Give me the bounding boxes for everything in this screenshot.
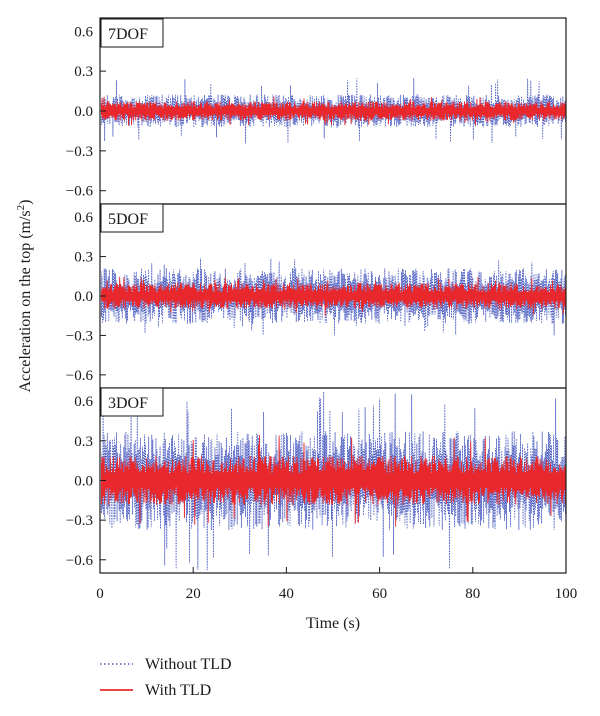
panel-5dof: 0.6 0.3 0.0 −0.3 −0.6 5DOF bbox=[66, 203, 567, 389]
y-tick-label: 0.0 bbox=[74, 289, 93, 305]
y-tick-label: −0.6 bbox=[66, 184, 94, 200]
x-tick-label: 20 bbox=[186, 586, 201, 602]
y-tick-label: 0.6 bbox=[74, 24, 93, 40]
x-tick-label: 60 bbox=[372, 586, 387, 602]
series-without-tld-7dof bbox=[101, 78, 566, 144]
panel-3dof-series bbox=[101, 391, 566, 571]
y-tick-label: −0.6 bbox=[66, 553, 94, 569]
panel-7dof-yticks: 0.6 0.3 0.0 −0.3 −0.6 bbox=[66, 24, 106, 200]
y-tick-label: 0.3 bbox=[74, 434, 93, 450]
panel-3dof-yticks: 0.6 0.3 0.0 −0.3 −0.6 bbox=[66, 394, 106, 569]
y-tick-label: 0.0 bbox=[74, 104, 93, 120]
panel-7dof-series bbox=[101, 78, 566, 144]
y-axis-title: Acceleration on the top (m/s2) bbox=[15, 200, 34, 393]
panel-7dof: 0.6 0.3 0.0 −0.3 −0.6 7DOF bbox=[66, 17, 567, 205]
series-with-tld-5dof bbox=[101, 276, 566, 316]
series-with-tld-7dof bbox=[101, 96, 566, 126]
series-without-tld-5dof bbox=[101, 258, 566, 336]
panel-5dof-label-box bbox=[100, 203, 164, 233]
x-tick-label: 40 bbox=[279, 586, 294, 602]
x-tick-label: 80 bbox=[465, 586, 480, 602]
panel-7dof-label-box bbox=[100, 18, 164, 48]
legend: Without TLD With TLD bbox=[100, 656, 232, 699]
panel-3dof: 0.6 0.3 0.0 −0.3 −0.6 3DOF bbox=[66, 387, 567, 574]
legend-label-with-tld: With TLD bbox=[145, 682, 211, 699]
y-tick-label: −0.3 bbox=[66, 328, 93, 344]
y-tick-label: −0.6 bbox=[66, 368, 94, 384]
panel-3dof-label: 3DOF bbox=[108, 395, 148, 412]
y-tick-label: −0.3 bbox=[66, 513, 93, 529]
panel-3dof-label-box bbox=[100, 387, 164, 417]
panel-5dof-series bbox=[101, 258, 566, 336]
y-tick-label: 0.6 bbox=[74, 394, 93, 410]
x-axis: 0 20 40 60 80 100 bbox=[96, 567, 577, 602]
y-axis-title-sup: 2 bbox=[15, 205, 27, 211]
series-with-tld-3dof bbox=[101, 434, 566, 527]
y-tick-label: 0.0 bbox=[74, 474, 93, 490]
y-tick-label: −0.3 bbox=[66, 144, 93, 160]
y-tick-label: 0.6 bbox=[74, 210, 93, 226]
series-without-tld-3dof bbox=[101, 391, 566, 571]
panel-7dof-label: 7DOF bbox=[108, 26, 148, 43]
y-tick-label: 0.3 bbox=[74, 64, 93, 80]
x-tick-label: 0 bbox=[96, 586, 104, 602]
panel-5dof-yticks: 0.6 0.3 0.0 −0.3 −0.6 bbox=[66, 210, 106, 384]
y-tick-label: 0.3 bbox=[74, 250, 93, 266]
panel-5dof-label: 5DOF bbox=[108, 211, 148, 228]
legend-label-without-tld: Without TLD bbox=[145, 656, 232, 673]
x-tick-label: 100 bbox=[555, 586, 578, 602]
x-axis-title: Time (s) bbox=[306, 615, 360, 632]
